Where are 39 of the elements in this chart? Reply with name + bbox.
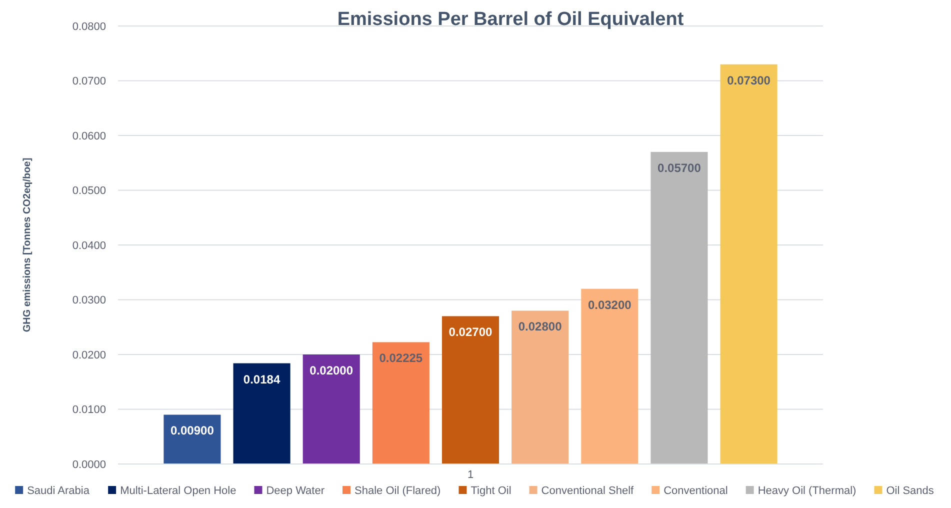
data-label: 0.07300 xyxy=(727,73,771,88)
legend-label: Deep Water xyxy=(266,485,325,497)
y-tick-label: 0.0000 xyxy=(72,458,106,471)
y-axis-title: GHG emissions [Tonnes CO2eq/boe] xyxy=(22,158,33,332)
legend-label: Conventional xyxy=(664,485,728,497)
bar xyxy=(650,152,708,464)
legend-label: Saudi Arabia xyxy=(27,485,90,497)
data-label: 0.02700 xyxy=(448,325,493,340)
bar xyxy=(581,288,638,464)
legend-label: Conventional Shelf xyxy=(541,485,635,497)
y-tick-label: 0.0100 xyxy=(72,404,106,416)
bar xyxy=(372,342,430,464)
y-tick-label: 0.0400 xyxy=(72,240,106,252)
x-tick-label: 1 xyxy=(467,469,474,481)
legend-label: Oil Sands xyxy=(886,485,934,497)
y-tick-label: 0.0300 xyxy=(72,294,106,307)
legend-label: Tight Oil xyxy=(470,485,512,497)
y-tick-label: 0.0700 xyxy=(72,76,106,88)
bar xyxy=(302,354,360,464)
chart-title: Emissions Per Barrel of Oil Equivalent xyxy=(337,9,684,30)
data-label: 0.03200 xyxy=(588,298,632,312)
data-label: 0.0184 xyxy=(243,372,280,386)
y-tick-label: 0.0600 xyxy=(72,130,106,142)
data-label: 0.05700 xyxy=(658,160,702,175)
data-label: 0.02800 xyxy=(518,320,562,334)
legend-label: Heavy Oil (Thermal) xyxy=(758,485,856,497)
data-label: 0.02000 xyxy=(310,364,354,378)
bar xyxy=(512,310,569,464)
y-tick-label: 0.0500 xyxy=(72,185,106,198)
bar xyxy=(720,64,778,464)
data-label: 0.02225 xyxy=(379,351,423,366)
legend-label: Multi-Lateral Open Hole xyxy=(120,485,236,497)
bar xyxy=(233,363,290,464)
legend-label: Shale Oil (Flared) xyxy=(354,485,441,497)
bar xyxy=(442,316,500,464)
data-label: 0.00900 xyxy=(170,424,214,438)
bar xyxy=(164,414,221,464)
y-tick-label: 0.0800 xyxy=(72,20,106,33)
y-tick-label: 0.0200 xyxy=(72,349,106,362)
